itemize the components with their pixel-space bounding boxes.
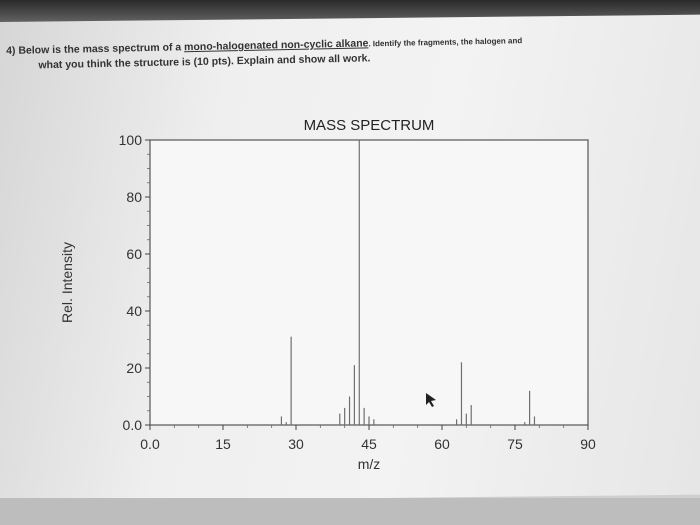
x-tick-label: 75 [507, 436, 523, 452]
y-tick-label: 40 [126, 303, 142, 319]
x-axis-label: m/z [358, 456, 381, 472]
y-tick-label: 20 [126, 360, 142, 376]
y-tick-label: 80 [126, 189, 142, 205]
x-tick-label: 30 [288, 436, 304, 452]
mouse-cursor-icon [426, 393, 436, 407]
x-tick-label: 45 [361, 436, 377, 452]
x-tick-label: 0.0 [140, 436, 160, 452]
bottom-band [0, 498, 700, 525]
y-tick-label: 0.0 [123, 417, 143, 433]
y-tick-label: 60 [126, 246, 142, 262]
x-tick-label: 15 [215, 436, 231, 452]
x-tick-label: 90 [580, 436, 596, 452]
y-tick-label: 100 [119, 132, 143, 148]
y-axis-label: Rel. Intensity [59, 242, 75, 323]
chart-title: MASS SPECTRUM [304, 117, 435, 134]
x-tick-label: 60 [434, 436, 450, 452]
plot-frame [149, 139, 589, 426]
